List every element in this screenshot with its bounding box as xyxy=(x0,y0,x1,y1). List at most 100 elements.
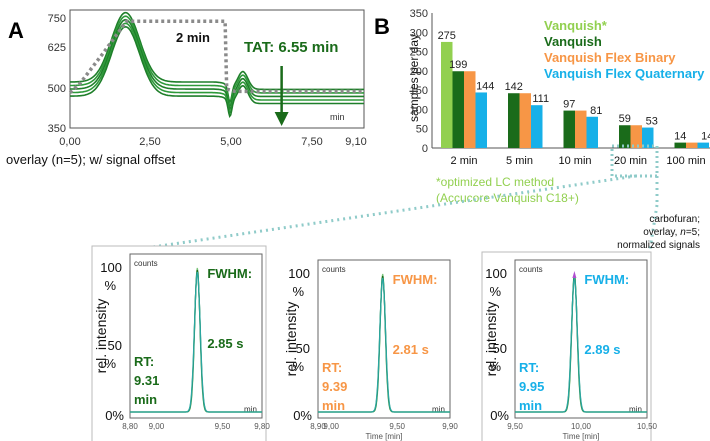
annotation-line1: carbofuran; xyxy=(649,214,700,225)
peak-panel-3: rel. intensity 100% 50% 0% counts min 9,50 10,0… xyxy=(481,251,658,441)
panel-a-frame xyxy=(69,9,365,129)
peak-plot-frame xyxy=(514,259,648,419)
peak-rt-unit: min xyxy=(519,398,542,413)
panel-b-y-ticks: 0 50 100 150 200 250 300 350 xyxy=(410,8,428,155)
panel-a-y-ticks: 750 625 500 350 xyxy=(48,13,66,135)
peak-xtick: 10,50 xyxy=(637,422,658,431)
panel-b-letter: B xyxy=(374,14,390,39)
panel-a-tat-label: TAT: 6.55 min xyxy=(244,39,338,56)
b-ytick-0: 0 xyxy=(422,143,428,155)
peak-time-label: Time [min] xyxy=(562,432,599,441)
bar-label-2min-0: 275 xyxy=(438,30,456,42)
peak-fwhm-value: 2.85 s xyxy=(207,336,243,351)
peak-xtick: 10,00 xyxy=(571,422,592,431)
b-ytick-300: 300 xyxy=(410,27,428,39)
bar-10min-2 xyxy=(575,110,587,148)
category-2min: 2 min xyxy=(451,155,478,167)
sample-annotation: carbofuran; overlay, n=5; normalized sig… xyxy=(617,214,700,251)
peak-ytick-0: 0% xyxy=(105,408,124,423)
b-ytick-100: 100 xyxy=(410,104,428,116)
peak-xtick: 9,50 xyxy=(389,422,405,431)
a-ytick-500: 500 xyxy=(48,83,66,95)
peak-unit-label: min xyxy=(629,405,642,414)
b-ytick-50: 50 xyxy=(416,124,428,136)
peak-ytick-percent: % xyxy=(104,356,116,371)
a-xtick-0: 0,00 xyxy=(59,136,80,148)
peak-fwhm-value: 2.89 s xyxy=(584,342,620,357)
bar-5min-2 xyxy=(519,93,531,148)
a-ytick-750: 750 xyxy=(48,13,66,25)
a-ytick-350: 350 xyxy=(48,123,66,135)
peak-xtick: 9,90 xyxy=(442,422,458,431)
a-xtick-5: 5,00 xyxy=(220,136,241,148)
a-trace-2 xyxy=(70,15,364,108)
peak-ytick-percent: % xyxy=(292,284,304,299)
peak-fwhm-label: FWHM: xyxy=(207,266,252,281)
peak-rt-value: 9.39 xyxy=(322,379,347,394)
panel-a: A 750 625 500 350 0,00 2,50 5,00 7,50 9,… xyxy=(6,9,367,167)
panel-b-categories: 2 min 5 min 10 min 20 min 100 min xyxy=(451,155,706,167)
peak-xtick: 9,00 xyxy=(323,422,339,431)
panel-b-bar-labels: 275 199 144 142 111 97 81 59 53 14 14 xyxy=(438,30,710,143)
peak-unit-label: min xyxy=(244,405,257,414)
peak-ylabel: rel. intensity xyxy=(283,302,299,377)
bar-label-5min-3: 111 xyxy=(532,93,549,105)
panel-a-segment-label: 2 min xyxy=(176,30,210,45)
panel-a-caption: overlay (n=5); w/ signal offset xyxy=(6,152,176,167)
bar-5min-3 xyxy=(531,105,543,148)
peak-rt-value: 9.31 xyxy=(134,373,159,388)
category-20min: 20 min xyxy=(614,155,647,167)
peak-apex-marker xyxy=(572,271,577,278)
peak-ytick-0: 0% xyxy=(490,408,509,423)
b-ytick-350: 350 xyxy=(410,8,428,20)
bar-label-10min-3: 81 xyxy=(590,105,602,117)
peak-unit-label: min xyxy=(432,405,445,414)
b-ytick-250: 250 xyxy=(410,47,428,59)
legend-flex-binary: Vanquish Flex Binary xyxy=(544,50,676,65)
peak-xtick: 9,50 xyxy=(215,422,231,431)
peak-ylabel: rel. intensity xyxy=(483,302,499,377)
peak-xtick: 8,90 xyxy=(310,422,326,431)
peak-xtick: 8,80 xyxy=(122,422,138,431)
panel-b-footnote-line2: (Accucore Vanquish C18+) xyxy=(436,191,579,205)
peak-trace-3 xyxy=(130,271,262,413)
a-trace-1 xyxy=(70,11,364,104)
legend-vanquish-optimized: Vanquish* xyxy=(544,18,608,33)
peak-rt-label: RT: xyxy=(134,354,154,369)
panel-a-x-ticks: 0,00 2,50 5,00 7,50 9,10 xyxy=(59,136,366,148)
bar-label-2min-3: 144 xyxy=(476,80,494,92)
peak-ytick-percent: % xyxy=(104,278,116,293)
panel-a-tat-arrow-head xyxy=(274,112,289,126)
panel-b-footnote-line1: *optimized LC method xyxy=(436,175,554,189)
bar-20min-3 xyxy=(642,127,654,148)
annotation-line2: overlay, n=5; xyxy=(643,227,700,238)
peak-ytick-0: 0% xyxy=(293,408,312,423)
a-trace-5 xyxy=(70,25,364,118)
bar-2min-1 xyxy=(452,71,464,148)
a-xtick-2-5: 2,50 xyxy=(139,136,160,148)
peak-ytick-percent: % xyxy=(489,359,501,374)
bar-100min-1 xyxy=(674,142,686,148)
a-xtick-9-1: 9,10 xyxy=(345,136,366,148)
peak-time-label: Time [min] xyxy=(365,432,402,441)
a-ytick-625: 625 xyxy=(48,42,66,54)
b-ytick-200: 200 xyxy=(410,66,428,78)
peak-ytick-50: 50 xyxy=(296,341,310,356)
peak-xtick: 9,50 xyxy=(507,422,523,431)
peak-ytick-50: 50 xyxy=(108,338,122,353)
peak-fwhm-value: 2.81 s xyxy=(393,342,429,357)
bar-label-100min-3: 14 xyxy=(701,131,710,143)
peak-fwhm-label: FWHM: xyxy=(393,272,438,287)
panel-a-traces xyxy=(70,11,364,118)
legend-vanquish: Vanquish xyxy=(544,34,602,49)
panel-b-highlight-box xyxy=(610,144,659,178)
peak-rt-unit: min xyxy=(134,392,157,407)
peak-ytick-percent: % xyxy=(292,359,304,374)
panel-b-legend: Vanquish* Vanquish Vanquish Flex Binary … xyxy=(544,18,705,81)
bar-label-2min-1: 199 xyxy=(449,59,467,71)
panel-b-ylabel: samples per day xyxy=(407,34,421,122)
peak-counts-label: counts xyxy=(322,265,346,274)
bar-10min-1 xyxy=(563,110,575,148)
panel-b-bars xyxy=(441,41,709,148)
peak-ylabel: rel. intensity xyxy=(93,299,109,374)
